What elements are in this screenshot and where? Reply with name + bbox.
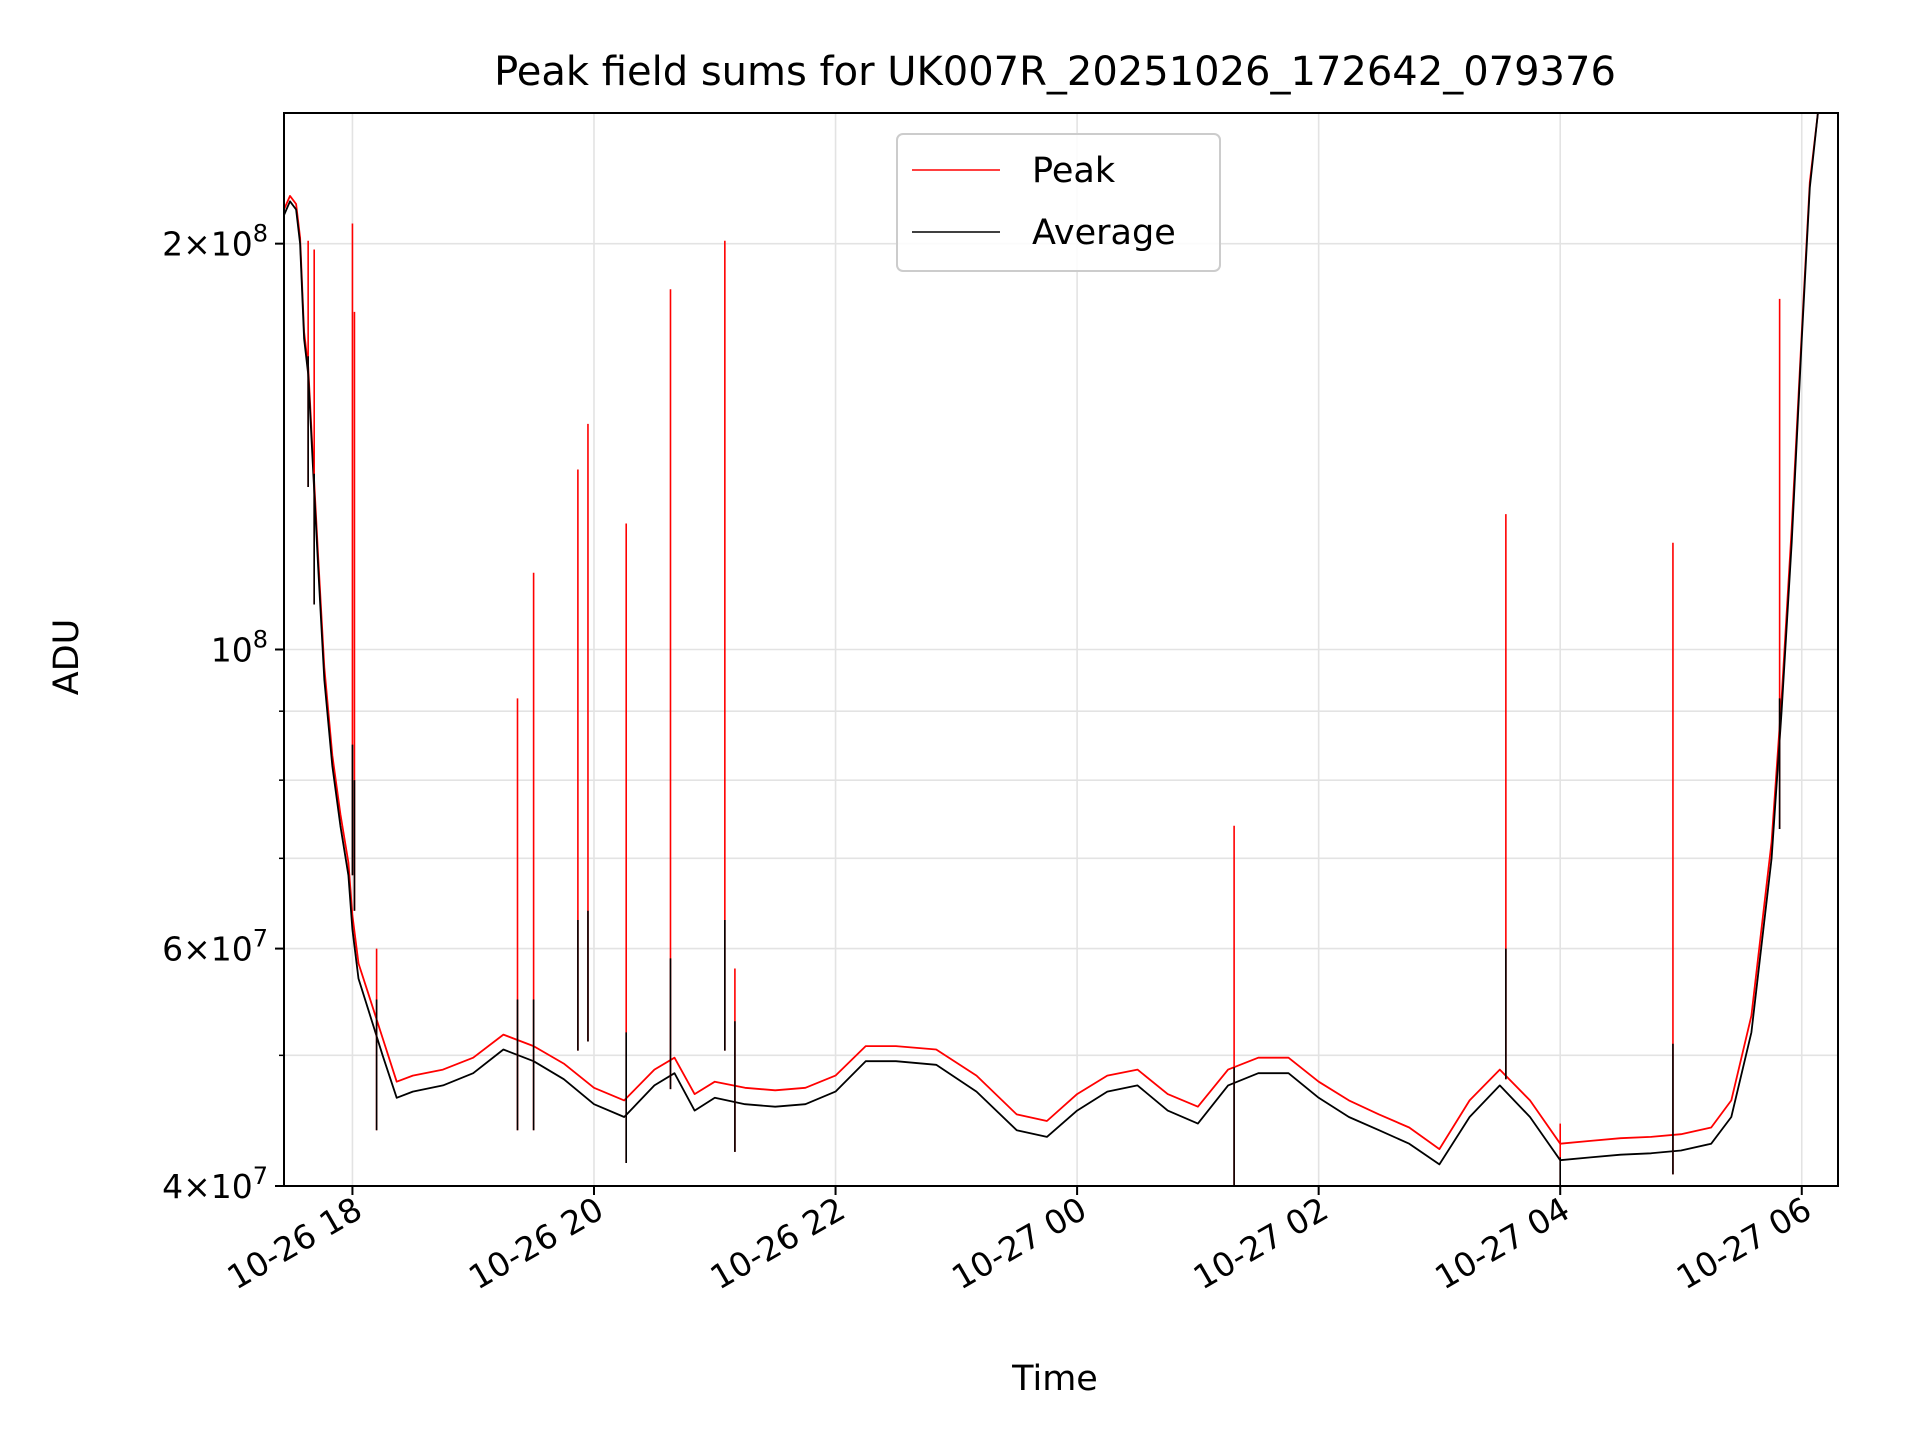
x-axis-label: Time	[1011, 1359, 1098, 1399]
chart-title: Peak field sums for UK007R_20251026_1726…	[494, 49, 1616, 95]
x-tick-label: 10-27 00	[945, 1189, 1093, 1297]
x-tick-label: 10-27 06	[1670, 1189, 1818, 1297]
legend-label-peak: Peak	[1032, 151, 1116, 191]
y-axis-label: ADU	[47, 619, 87, 696]
y-tick-label: 108	[211, 626, 268, 670]
y-tick-label: 2×108	[162, 220, 268, 264]
x-tick-label: 10-26 22	[704, 1189, 852, 1297]
x-tick-label: 10-27 02	[1187, 1189, 1335, 1297]
x-tick-label: 10-26 20	[462, 1189, 610, 1297]
legend-box	[896, 133, 1221, 272]
x-tick-label: 10-27 04	[1428, 1189, 1576, 1297]
y-tick-label: 6×107	[162, 925, 268, 969]
y-tick-label: 4×107	[162, 1162, 268, 1206]
average-series-line	[283, 112, 1838, 1166]
legend-label-average: Average	[1032, 213, 1176, 253]
legend: Peak Average	[896, 133, 1221, 272]
peak-series-line	[283, 112, 1838, 1150]
plot-lines	[283, 112, 1838, 1186]
grid	[284, 113, 1838, 1187]
